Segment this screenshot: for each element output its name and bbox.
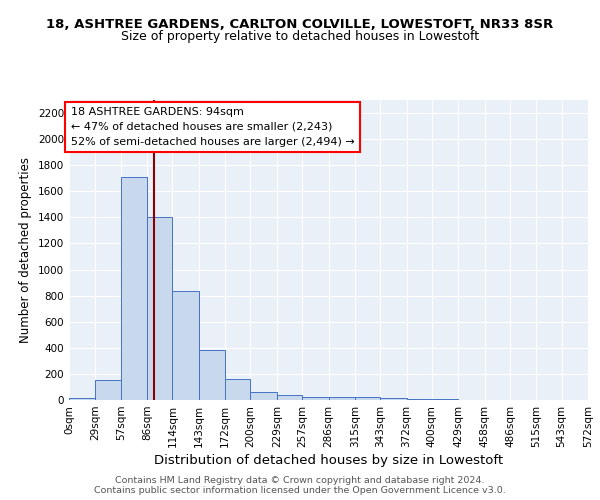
Bar <box>355 396 380 400</box>
Bar <box>121 177 147 400</box>
Text: Size of property relative to detached houses in Lowestoft: Size of property relative to detached ho… <box>121 30 479 43</box>
Bar <box>380 398 407 400</box>
Bar <box>199 350 225 400</box>
Bar <box>172 291 199 400</box>
Bar <box>302 396 329 400</box>
Bar <box>329 396 355 400</box>
Text: 18 ASHTREE GARDENS: 94sqm
← 47% of detached houses are smaller (2,243)
52% of se: 18 ASHTREE GARDENS: 94sqm ← 47% of detac… <box>71 107 355 147</box>
X-axis label: Distribution of detached houses by size in Lowestoft: Distribution of detached houses by size … <box>154 454 503 467</box>
Text: 18, ASHTREE GARDENS, CARLTON COLVILLE, LOWESTOFT, NR33 8SR: 18, ASHTREE GARDENS, CARLTON COLVILLE, L… <box>46 18 554 30</box>
Bar <box>69 398 95 400</box>
Text: Contains public sector information licensed under the Open Government Licence v3: Contains public sector information licen… <box>94 486 506 495</box>
Bar <box>250 392 277 400</box>
Bar <box>277 396 302 400</box>
Bar <box>225 379 250 400</box>
Bar <box>147 218 172 400</box>
Text: Contains HM Land Registry data © Crown copyright and database right 2024.: Contains HM Land Registry data © Crown c… <box>115 476 485 485</box>
Bar <box>407 398 432 400</box>
Y-axis label: Number of detached properties: Number of detached properties <box>19 157 32 343</box>
Bar <box>95 380 121 400</box>
